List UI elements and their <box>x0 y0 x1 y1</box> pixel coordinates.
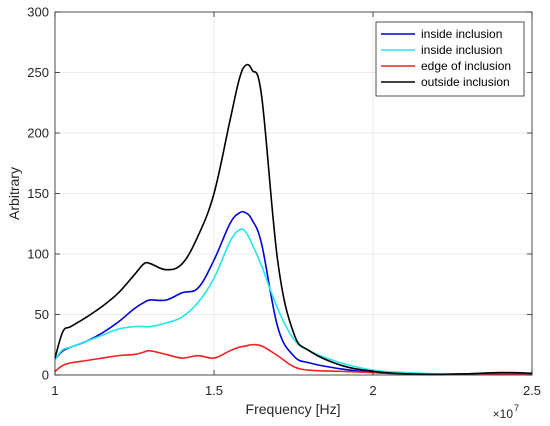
y-tick-labels: 0 50 100 150 200 250 300 <box>27 5 49 383</box>
y-tick-label: 150 <box>27 186 49 201</box>
series-line-4 <box>54 63 533 376</box>
y-tick-label: 300 <box>27 5 49 20</box>
legend-box <box>375 21 525 97</box>
legend-label-3: edge of inclusion <box>421 59 511 73</box>
x-axis-title: Frequency [Hz] <box>246 401 341 417</box>
x-tick-label: 1.5 <box>205 383 223 398</box>
x-multiplier-exponent: 7 <box>514 403 519 413</box>
y-axis-title: Arbitrary <box>6 167 22 220</box>
series-lines <box>54 63 533 376</box>
y-tick-label: 250 <box>27 65 49 80</box>
y-tick-label: 200 <box>27 126 49 141</box>
axis-ticks <box>54 11 533 376</box>
legend: inside inclusion inside inclusion edge of … <box>375 21 525 97</box>
legend-label-2: inside inclusion <box>421 43 502 57</box>
y-tick-label: 0 <box>42 368 49 383</box>
y-tick-label: 100 <box>27 247 49 262</box>
x-tick-label: 2.5 <box>523 383 541 398</box>
x-tick-label: 2 <box>369 383 376 398</box>
legend-label-1: inside inclusion <box>421 27 502 41</box>
y-tick-label: 50 <box>35 307 49 322</box>
x-tick-labels: 1 1.5 2 2.5 <box>51 383 541 398</box>
legend-label-4: outside inclusion <box>421 75 510 89</box>
x-multiplier-label: ×10 <box>493 407 514 421</box>
series-line-2 <box>54 228 532 375</box>
x-tick-label: 1 <box>51 383 58 398</box>
